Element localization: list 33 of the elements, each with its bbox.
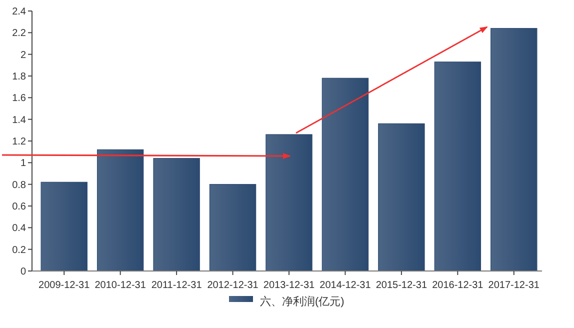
y-tick-label: 1.6 (12, 93, 26, 104)
bar (96, 149, 144, 272)
legend: 六、净利润(亿元) (229, 296, 344, 308)
x-tick-label: 2011-12-31 (151, 280, 202, 291)
x-tick-label: 2010-12-31 (94, 280, 146, 291)
y-tick-label: 1.8 (12, 72, 26, 82)
x-tick-label: 2015-12-31 (376, 280, 428, 291)
legend-label: 六、净利润(亿元) (260, 295, 344, 308)
bar (378, 123, 425, 272)
bar (153, 158, 200, 272)
x-tick-label: 2016-12-31 (432, 280, 484, 291)
bar (490, 28, 538, 272)
x-tick-label: 2014-12-31 (320, 280, 372, 291)
y-tick-label: 0.4 (12, 223, 26, 234)
y-tick-label: 2 (20, 50, 26, 61)
x-tick-label: 2017-12-31 (488, 280, 540, 291)
y-tick-label: 1.2 (12, 136, 26, 148)
y-tick-label: 0.6 (12, 202, 26, 212)
x-tick-label: 2013-12-31 (263, 280, 316, 291)
y-tick-label: 0.2 (12, 244, 26, 256)
bar (209, 184, 256, 272)
y-tick-label: 2.4 (12, 6, 26, 18)
y-tick-label: 1 (20, 158, 26, 170)
bar (266, 134, 312, 272)
y-tick-label: 1.4 (12, 114, 26, 126)
y-tick-label: 2.2 (12, 28, 26, 40)
bar (322, 78, 369, 272)
y-tick-label: 0.8 (12, 180, 26, 191)
x-tick-label: 2012-12-31 (207, 280, 259, 291)
y-tick-label: 0 (20, 266, 26, 278)
bar (434, 62, 482, 272)
bar (40, 182, 88, 272)
x-tick-label: 2009-12-31 (38, 280, 90, 291)
